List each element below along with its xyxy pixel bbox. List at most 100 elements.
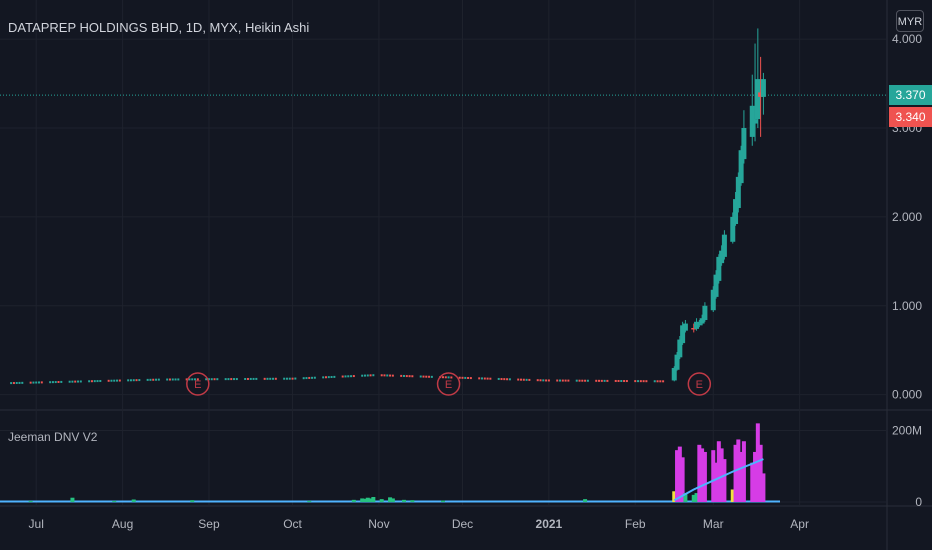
x-tick-label: Dec [452,517,473,531]
candle [656,380,659,383]
candle [12,382,15,385]
candle [188,378,191,381]
candle [196,378,199,381]
candle [283,377,286,380]
volume-bar [368,498,373,502]
candle [389,374,392,377]
candle [210,378,213,381]
candle [274,377,277,380]
candle [458,376,461,379]
candle [699,318,705,324]
candle [659,380,662,383]
candle [79,380,82,383]
candle [99,380,102,383]
candle [294,377,297,380]
candle [10,382,13,385]
candle [369,374,372,377]
candle [716,256,722,281]
candle [662,380,665,383]
candle [450,376,453,379]
candle [614,379,617,382]
volume-bar [70,497,75,502]
candle [405,375,408,378]
y-tick-label: 1.000 [892,299,922,313]
candle [244,377,247,380]
volume-bar [388,497,393,502]
volume-bar [410,500,415,502]
volume-bar [371,496,376,502]
candle [520,378,523,381]
candle [469,377,472,380]
candle [152,378,155,381]
candle [645,380,648,383]
candle [694,321,700,329]
volume-bar [700,448,705,502]
candle [617,379,620,382]
candle [623,380,626,383]
candle [503,378,506,381]
candle [255,377,258,380]
candle [674,354,680,370]
x-tick-label: 2021 [536,517,563,531]
volume-bar [736,439,741,502]
volume-bar [691,494,696,502]
candle [350,375,353,378]
x-tick-label: Mar [703,517,724,531]
candle [51,381,54,384]
candle [741,128,747,160]
candle [54,381,57,384]
volume-bar [672,491,677,502]
candle [584,379,587,382]
prev-price-tag: 3.340 [889,107,932,128]
candle [249,377,252,380]
volume-bar [733,444,738,502]
candle [419,375,422,378]
volume-bar [28,500,33,502]
volume-bar [758,444,763,502]
candle [269,377,272,380]
candle [671,368,677,381]
candle [230,378,233,381]
volume-bar [711,450,716,502]
candle [444,376,447,379]
candle [620,380,623,383]
candle [380,374,383,377]
candle [603,379,606,382]
candle [447,376,450,379]
volume-bar [680,457,685,502]
candle [366,374,369,377]
candle [738,150,744,184]
volume-bar [750,462,755,502]
candle [522,378,525,381]
candle [174,378,177,381]
y-tick-label: 2.000 [892,210,922,224]
candle [486,377,489,380]
candle [755,79,761,120]
y-tick-label: 4.000 [892,32,922,46]
candle [49,381,52,384]
volume-moving-average [673,458,764,502]
volume-bar [390,498,395,502]
candle [556,379,559,382]
candle [598,379,601,382]
candle [545,379,548,382]
candle [344,375,347,378]
candle [383,374,386,377]
candle [402,374,405,377]
currency-button[interactable]: MYR [896,10,924,32]
candle [713,274,719,297]
candle [408,375,411,378]
candle [135,379,138,382]
volume-bar [351,499,356,502]
candle [305,377,308,380]
candle [341,375,344,378]
candle [696,323,702,326]
candle [324,376,327,379]
candle [74,380,77,383]
volume-bar [112,500,117,502]
candle [564,379,567,382]
candle [639,380,642,383]
candle [96,380,99,383]
x-tick-label: Feb [625,517,646,531]
